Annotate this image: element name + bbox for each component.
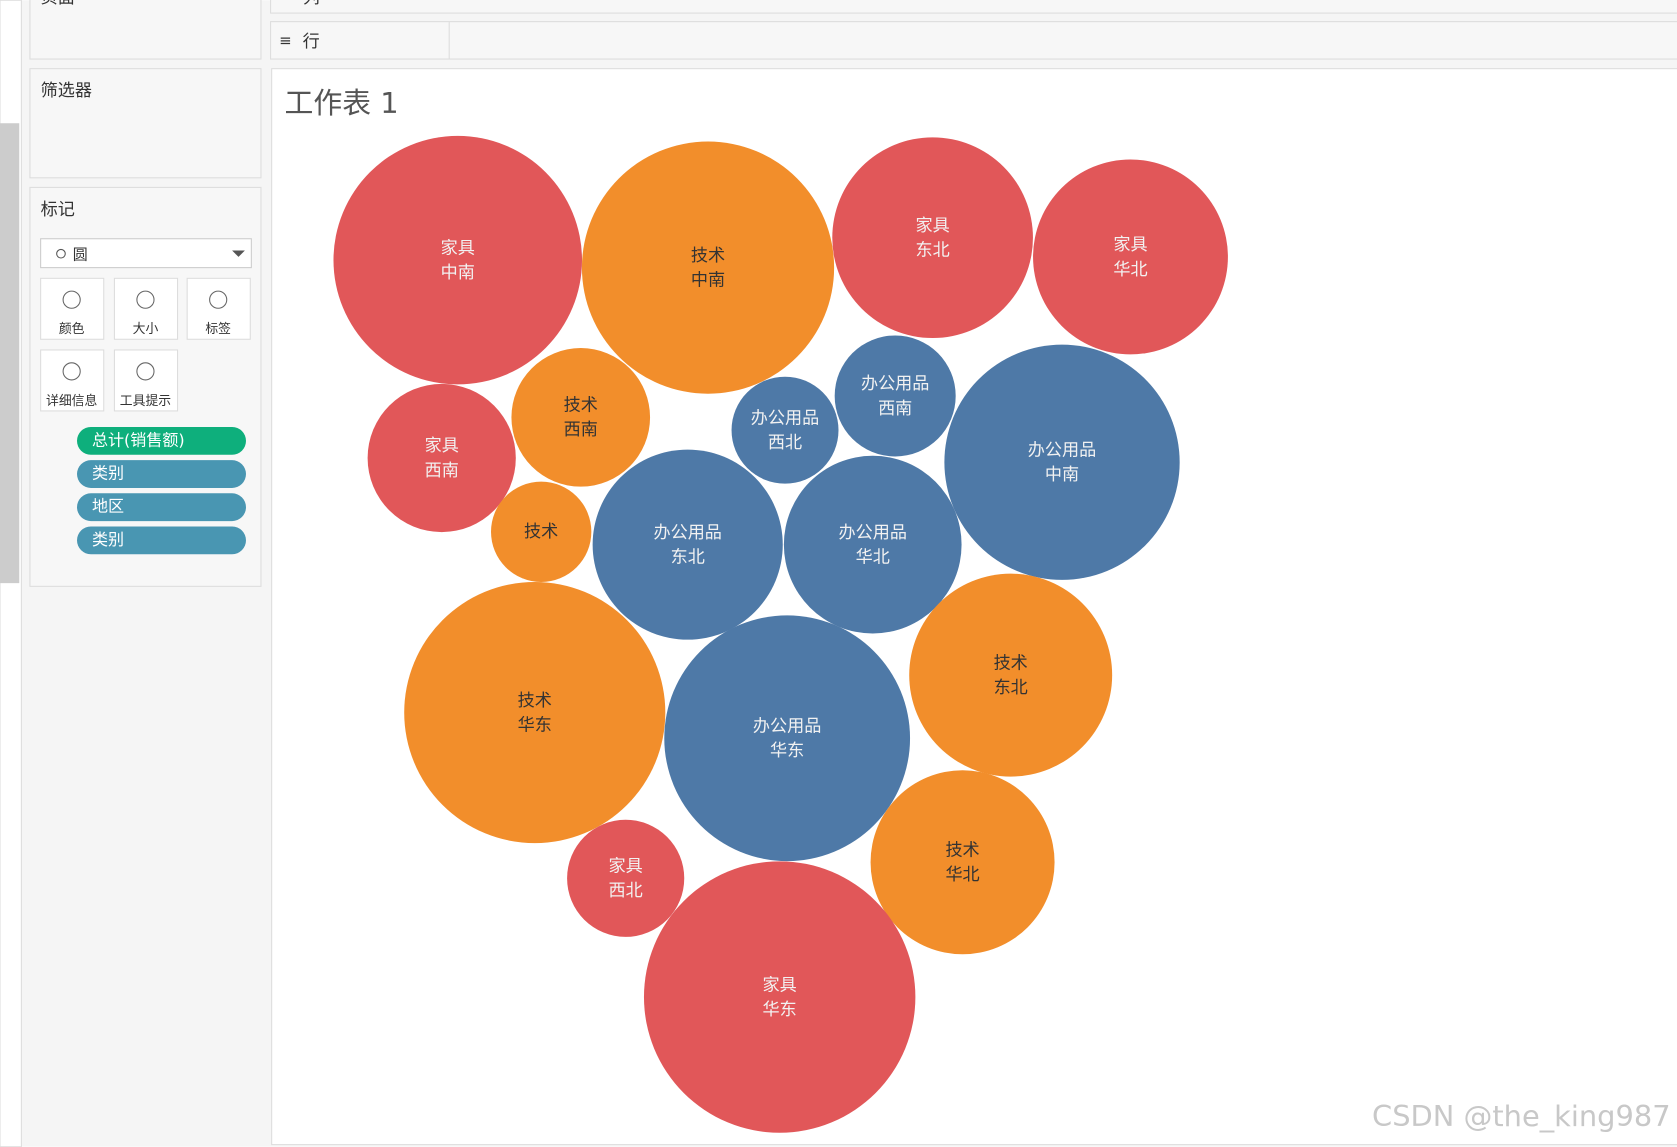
watermark: CSDN @the_king987 (1372, 1099, 1671, 1133)
bubble-region: 华东 (763, 1000, 797, 1020)
bubble-region: 华东 (518, 715, 552, 735)
pages-card (29, 0, 262, 60)
field-pill[interactable] (77, 493, 246, 522)
bubble-category: 技术 (564, 396, 598, 416)
bubble-region: 东北 (994, 678, 1028, 698)
bubble-category: 家具 (763, 975, 797, 995)
bubble-region: 中南 (1045, 465, 1079, 485)
bubble[interactable] (581, 141, 835, 394)
bubble[interactable] (870, 770, 1055, 955)
mark-button[interactable] (186, 277, 251, 340)
bubble-category: 家具 (425, 436, 459, 456)
filters-card (29, 68, 262, 179)
bubble-region: 西北 (768, 433, 802, 453)
bubble[interactable] (1033, 159, 1228, 355)
bubble-category: 办公用品 (653, 523, 721, 543)
bubble-region: 东北 (671, 547, 705, 567)
bubble-region: 西南 (425, 461, 459, 481)
bubble[interactable] (404, 581, 666, 844)
bubble-category: 技术 (518, 691, 552, 711)
bubble[interactable] (664, 615, 911, 862)
columns-shelf (270, 0, 1677, 14)
button-label: 大小 (133, 322, 159, 337)
bubble[interactable] (511, 348, 651, 487)
button-icon (209, 290, 228, 309)
bubble-region: 东北 (916, 241, 950, 261)
bubble-category: 家具 (441, 238, 475, 258)
bubble[interactable] (832, 137, 1033, 339)
bubble-category: 办公用品 (838, 523, 906, 543)
bubble-region: 华北 (856, 547, 890, 567)
bubble-region: 华北 (1113, 260, 1147, 280)
bubble[interactable] (731, 376, 839, 484)
mark-icon (56, 248, 66, 259)
scrollbar (0, 123, 20, 584)
bubble-region: 华北 (945, 865, 979, 885)
mark-button[interactable] (113, 277, 179, 340)
button-label: 标签 (205, 321, 231, 337)
bubble-category: 家具 (1113, 235, 1147, 255)
marks-label: 标记 (41, 200, 75, 220)
bubble-region: 华东 (770, 741, 804, 761)
columns-label: 列 (303, 0, 320, 8)
bubble-category: 办公用品 (751, 408, 819, 428)
bubble[interactable] (944, 344, 1180, 580)
mark-button[interactable] (40, 277, 105, 340)
mark-type: 圆 (73, 245, 88, 263)
button-icon (62, 290, 81, 309)
bubble-category: 办公用品 (753, 716, 821, 736)
rows-label: 行 (303, 32, 320, 52)
bubble[interactable] (909, 573, 1113, 777)
field-pill[interactable] (77, 526, 246, 555)
button-icon (136, 362, 155, 381)
bubble-region: 西南 (878, 399, 912, 419)
rows-shelf (270, 21, 1677, 60)
filters-label: 筛选器 (41, 81, 92, 101)
bubble-category: 技术 (945, 841, 979, 861)
button-label: 颜色 (59, 321, 85, 337)
button-label: 详细信息 (46, 393, 97, 409)
worksheet-title: 工作表 1 (284, 86, 398, 120)
mark-button[interactable] (113, 349, 179, 412)
bubble-category: 家具 (609, 857, 643, 877)
mark-button[interactable] (40, 349, 105, 412)
bubble-region: 西南 (564, 420, 598, 440)
button-icon (136, 290, 155, 309)
pill-label: 地区 (92, 497, 124, 516)
bubble-category: 办公用品 (1028, 441, 1096, 461)
bubble-category: 技术 (524, 522, 558, 542)
button-label: 工具提示 (120, 393, 171, 409)
field-pill[interactable] (77, 460, 246, 488)
bubble[interactable] (567, 819, 685, 937)
field-pill[interactable] (77, 426, 246, 455)
bubble-region: 西北 (609, 881, 643, 901)
pill-label: 类别 (92, 530, 124, 549)
bubble[interactable] (783, 455, 962, 634)
dropdown-arrow (232, 250, 245, 257)
bubble[interactable] (367, 383, 516, 533)
bubble-category: 技术 (994, 653, 1028, 673)
bubble[interactable] (333, 135, 583, 385)
bubble-category: 办公用品 (861, 374, 929, 394)
bubble-region: 中南 (691, 270, 725, 290)
bubble[interactable] (491, 481, 592, 582)
bubble[interactable] (592, 449, 783, 640)
bubble[interactable] (834, 335, 956, 457)
button-icon (62, 362, 81, 381)
pill-label: 总计(销售额) (92, 430, 185, 449)
bubble-region: 中南 (441, 263, 475, 283)
bubble[interactable] (643, 861, 916, 1133)
rows-icon: ≡ (279, 31, 292, 49)
pill-label: 类别 (92, 464, 124, 483)
mark-type-dropdown[interactable] (40, 238, 252, 269)
bubble-category: 家具 (916, 216, 950, 236)
bubble-category: 技术 (691, 246, 725, 266)
pages-label: 页面 (41, 0, 75, 8)
